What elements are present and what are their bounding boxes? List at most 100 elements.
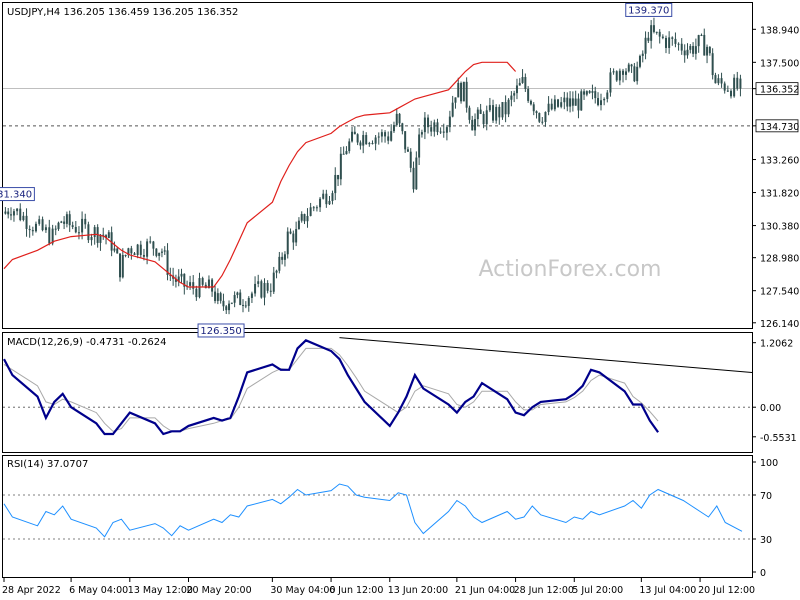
candle-body [228,303,231,311]
candle-body [390,131,393,141]
candle-body [195,288,198,298]
price-tick-label: 134.730 [760,122,799,133]
rsi-panel [2,455,753,578]
candle-body [647,37,650,41]
candle-body [22,215,25,220]
candle-body [7,211,10,215]
candle-body [233,295,236,303]
candle-body [723,83,726,91]
candle-body [674,38,677,44]
candle-body [439,131,442,133]
moving-average-line [3,61,517,288]
candle-body [442,131,445,133]
candle-body [401,123,404,132]
macd-tick-label: 0.00 [760,403,781,414]
candle-body [158,252,161,256]
candle-body [482,113,485,125]
candle-body [368,143,371,145]
candle-body [113,248,116,251]
candle-body [345,151,348,155]
candle-body [550,103,553,110]
x-tick-label: 28 Jun 12:00 [514,585,574,596]
macd-tick-label: 1.2062 [760,339,793,350]
candle-body [661,36,664,38]
candle-body [644,37,647,54]
candle-body [207,279,210,289]
candle-body [717,78,720,84]
candle-body [583,91,586,95]
candle-body [465,81,468,108]
candle-body [430,127,433,132]
candle-body [395,113,398,126]
candle-body [107,232,110,238]
candle-body [460,82,463,102]
candle-body [254,283,257,294]
candle-body [93,227,96,238]
candle-body [87,224,90,241]
price-tick-label: 137.500 [760,58,799,69]
candle-body [4,211,7,214]
candle-body [63,221,66,224]
candle-body [174,278,177,282]
candle-body [12,211,15,216]
price-levels [3,88,752,127]
candle-body [166,250,169,275]
macd-header: MACD(12,26,9) -0.4731 -0.2624 [7,337,167,348]
rsi-line [3,483,743,538]
price-tick-label: 136.352 [760,85,799,96]
candle-body [563,97,566,103]
candle-body [544,111,547,122]
candle-body [192,282,195,289]
candle-body [686,49,689,56]
candle-body [119,253,122,278]
candle-body [521,77,524,83]
price-tick-label: 133.260 [760,156,799,167]
price-y-axis: 138.940 137.500 136.352 134.730 133.260 131.8… [752,25,799,330]
rsi-header: RSI(14) 37.0707 [7,459,88,470]
candle-body [541,121,544,123]
candle-body [415,157,418,190]
candle-body [600,100,603,106]
candle-body [127,248,130,256]
candle-body [155,248,158,256]
candle-body [736,77,739,89]
candle-body [510,95,513,100]
candle-body [250,293,253,298]
candle-body [283,254,286,260]
candle-body [269,290,272,292]
candle-body [622,70,625,75]
candle-body [650,25,653,41]
candle-body [694,46,697,54]
candle-body [152,241,155,249]
candle-body [668,37,671,48]
candle-body [130,248,133,254]
candle-body [356,134,359,143]
x-tick-label: 21 Jun 04:00 [455,585,515,596]
candle-body [309,207,312,216]
candle-body [641,53,644,56]
candle-body [34,223,37,232]
candle-body [180,273,183,277]
candle-body [671,37,674,39]
candle-body [257,281,260,284]
candle-body [580,91,583,111]
rsi-tick-label: 70 [760,491,772,502]
candle-body [615,71,618,81]
candle-body [74,226,77,233]
candle-body [692,46,695,54]
candle-body [281,256,284,260]
candle-body [319,198,322,208]
price-panel [2,2,753,329]
candle-body [325,193,328,205]
candle-body [31,230,34,232]
candle-body [448,116,451,128]
candle-body [295,229,298,243]
candle-body [652,25,655,32]
candle-body [102,234,105,236]
candle-body [547,103,550,112]
candle-body [454,97,457,103]
candle-body [275,270,278,273]
candle-body [105,235,108,238]
candle-body [630,64,633,67]
